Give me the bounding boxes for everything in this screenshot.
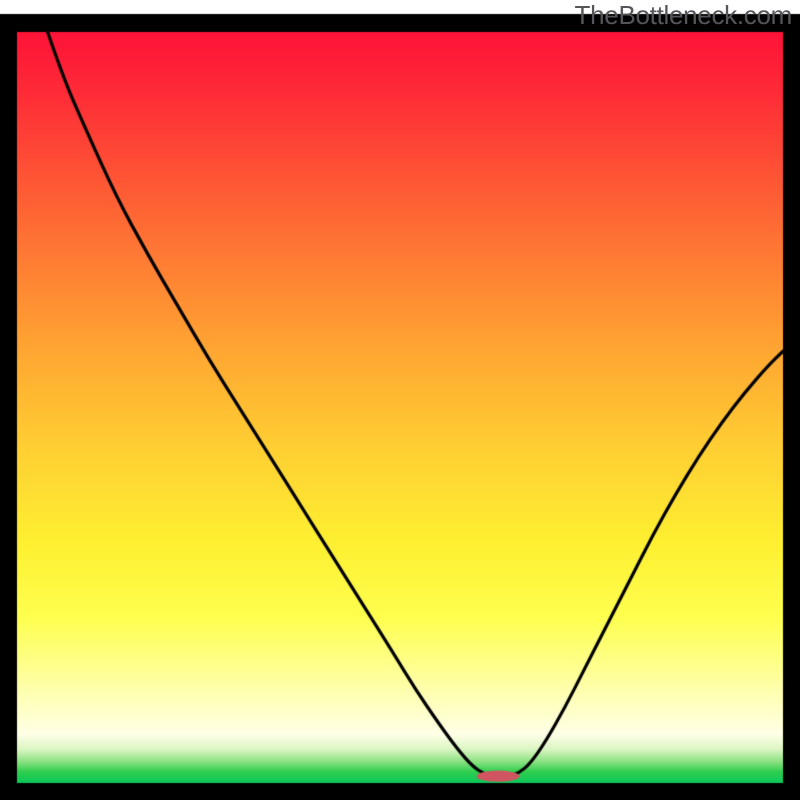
chart-container: TheBottleneck.com [0,0,800,800]
bottleneck-chart-canvas [0,0,800,800]
watermark-label: TheBottleneck.com [575,0,792,31]
